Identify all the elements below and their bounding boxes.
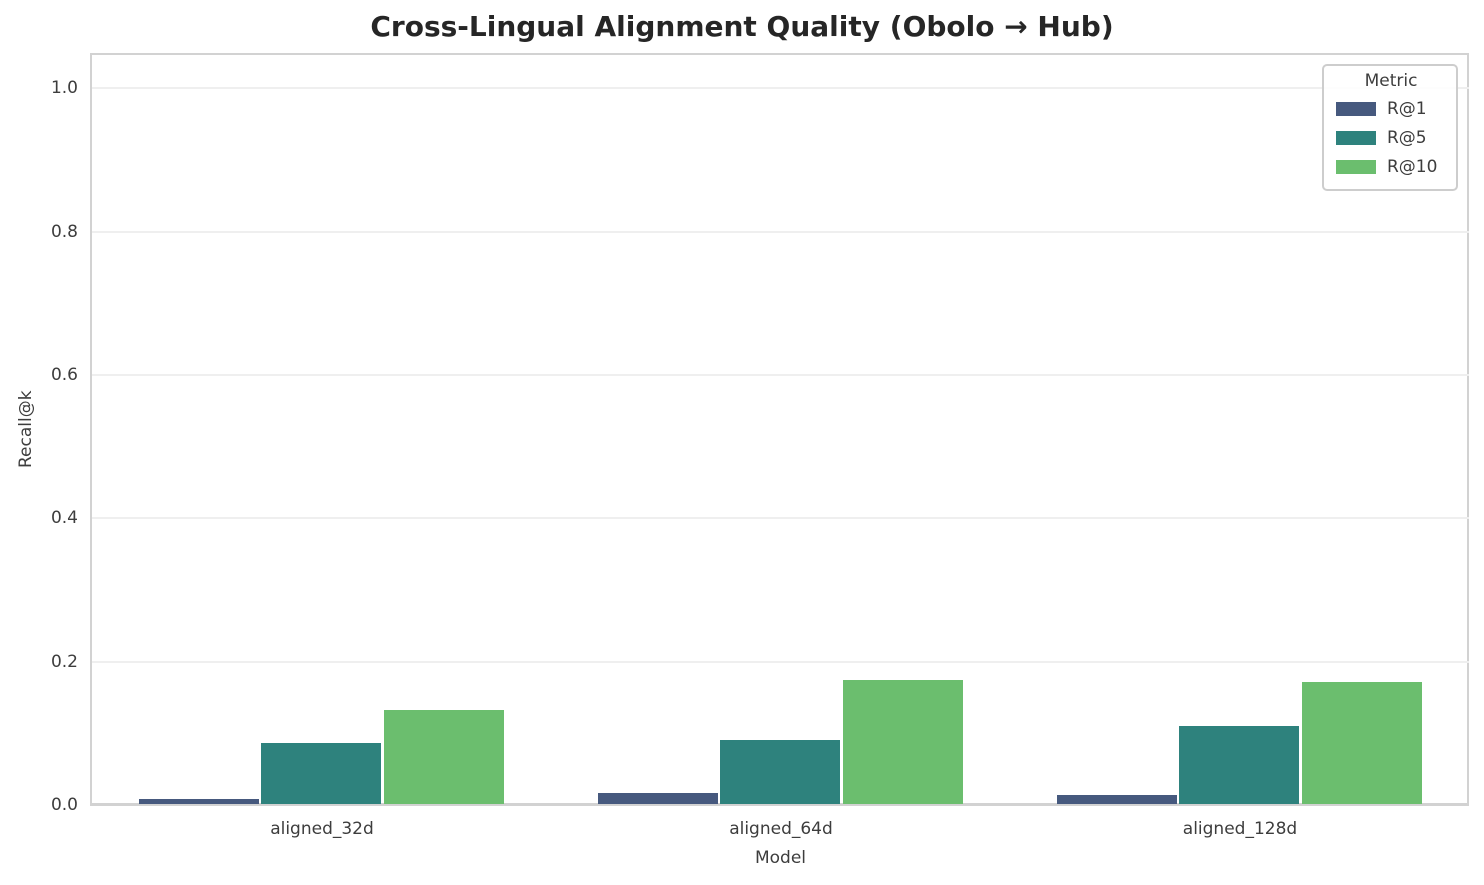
bar-R@1-aligned_64d [598,793,718,804]
bottom-spine [90,803,1469,806]
gridline [92,517,1469,520]
legend-items: R@1 R@5 R@10 [1336,94,1446,181]
legend-swatch [1336,130,1376,145]
gridline [92,660,1469,663]
right-spine [1467,53,1469,806]
bar-R@5-aligned_64d [720,740,840,804]
x-tick-label: aligned_128d [1182,819,1298,839]
legend-item: R@5 [1336,123,1446,152]
y-axis-label: Recall@k [16,390,36,468]
y-tick-label: 0.2 [50,651,78,672]
y-tick-label: 0.6 [50,364,78,385]
legend-swatch [1336,159,1376,174]
legend-item: R@10 [1336,152,1446,181]
y-tick-label: 0.0 [50,795,78,815]
legend-item-label: R@5 [1387,127,1427,148]
bar-R@1-aligned_32d [139,799,259,804]
bar-R@10-aligned_64d [843,680,963,804]
legend-item: R@1 [1336,94,1446,123]
chart-title: Cross-Lingual Alignment Quality (Obolo →… [370,10,1114,43]
bar-R@5-aligned_128d [1179,726,1299,804]
bar-R@10-aligned_32d [384,710,504,804]
legend-swatch [1336,101,1376,116]
x-tick-label: aligned_64d [729,819,833,839]
legend-item-label: R@10 [1387,156,1438,177]
bar-R@10-aligned_128d [1302,682,1422,804]
left-spine [90,53,92,806]
bar-R@5-aligned_32d [261,743,381,804]
top-spine [90,53,1469,55]
y-tick-label: 0.4 [50,508,78,529]
x-axis-label: Model [754,848,807,868]
x-tick-label: aligned_32d [270,819,374,839]
y-tick-label: 1.0 [50,78,78,99]
legend-item-label: R@1 [1387,98,1427,119]
legend: Metric R@1 R@5 R@10 [1322,64,1458,191]
plot-area [92,53,1469,805]
gridline [92,373,1469,376]
gridline [92,87,1469,90]
bar-R@1-aligned_128d [1057,795,1177,804]
gridline [92,230,1469,233]
y-tick-label: 0.8 [50,221,78,242]
legend-title: Metric [1364,71,1418,91]
